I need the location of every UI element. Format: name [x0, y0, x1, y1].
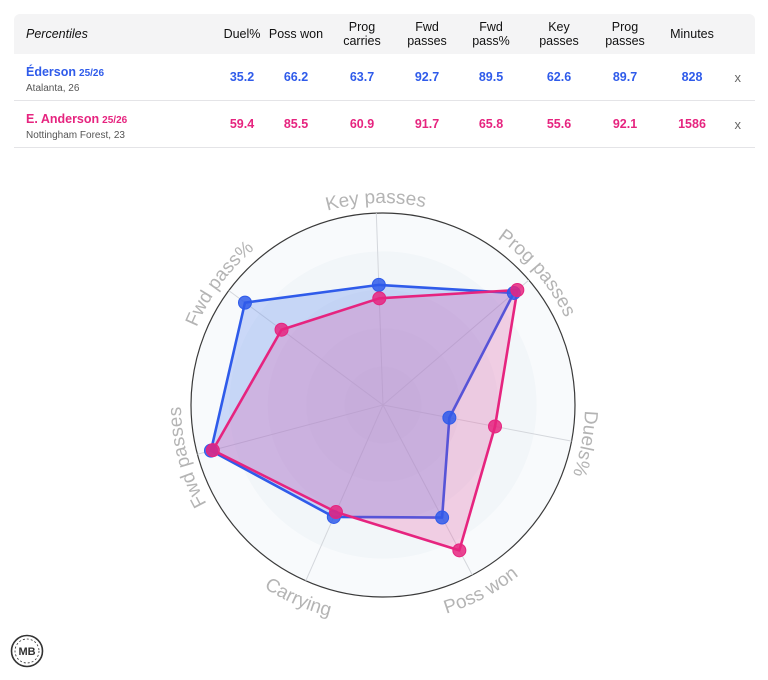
value-key-passes: 62.6: [546, 70, 572, 84]
remove-player-button[interactable]: x: [734, 69, 742, 85]
radar-spoke: [382, 404, 572, 442]
value-prog-carries: 63.7: [349, 70, 375, 84]
value-prog-passes: 92.1: [612, 117, 638, 131]
value-fwd-pass-pct: 89.5: [478, 70, 504, 84]
col-header-key-passes[interactable]: Key passes: [539, 20, 579, 48]
series-ederson-point: [442, 410, 457, 425]
table-row: Éderson 25/26 Atalanta, 26 35.2 66.2 63.7…: [14, 54, 755, 101]
series-ederson-point: [371, 277, 386, 292]
series-ederson-point: [435, 510, 450, 525]
player-team: Nottingham Forest, 23: [26, 130, 125, 141]
series-anderson-point: [510, 282, 525, 297]
axis-label-key-passes: Key passes: [324, 187, 428, 216]
player-name: E. Anderson: [26, 112, 100, 126]
value-duel: 59.4: [229, 117, 255, 131]
radar-spoke: [197, 404, 384, 455]
value-fwd-passes: 91.7: [414, 117, 440, 131]
player-season: 25/26: [79, 68, 105, 79]
series-anderson-point: [205, 443, 220, 458]
value-minutes: 1586: [678, 117, 706, 131]
player-team: Atalanta, 26: [26, 83, 80, 94]
series-anderson-point: [372, 291, 387, 306]
radar-spoke: [375, 213, 384, 406]
series-anderson-point: [328, 505, 343, 520]
col-header-fwd-pass-pct[interactable]: Fwd pass%: [472, 20, 510, 48]
player-name: Éderson: [26, 65, 77, 79]
col-header-duel[interactable]: Duel%: [223, 27, 261, 41]
player-cell: E. Anderson 25/26 Nottingham Forest, 23: [26, 110, 127, 141]
table-row: E. Anderson 25/26 Nottingham Forest, 23 5…: [14, 101, 755, 148]
value-key-passes: 55.6: [546, 117, 572, 131]
value-duel: 35.2: [229, 70, 255, 84]
table-title: Percentiles: [26, 27, 88, 41]
mb-logo: MB: [10, 634, 44, 668]
col-header-prog-passes[interactable]: Prog passes: [605, 20, 645, 48]
table-header: Percentiles Duel% Poss won Prog carries …: [14, 14, 755, 54]
series-ederson-area: [209, 283, 516, 519]
series-anderson-point: [274, 322, 289, 337]
value-prog-carries: 60.9: [349, 117, 375, 131]
series-anderson-point: [488, 419, 503, 434]
value-prog-passes: 89.7: [612, 70, 638, 84]
player-season: 25/26: [102, 115, 128, 126]
value-fwd-passes: 92.7: [414, 70, 440, 84]
value-poss-won: 66.2: [283, 70, 309, 84]
value-fwd-pass-pct: 65.8: [478, 117, 504, 131]
series-anderson-point: [452, 543, 467, 558]
remove-player-button[interactable]: x: [734, 116, 742, 132]
radar-spoke: [382, 279, 530, 406]
logo-text: MB: [18, 646, 35, 658]
col-header-poss-won[interactable]: Poss won: [268, 27, 324, 41]
percentiles-table: Percentiles Duel% Poss won Prog carries …: [14, 14, 755, 148]
col-header-prog-carries[interactable]: Prog carries: [343, 20, 381, 48]
value-poss-won: 85.5: [283, 117, 309, 131]
series-anderson-area: [211, 288, 519, 552]
col-header-minutes[interactable]: Minutes: [670, 27, 714, 41]
radar-spoke: [228, 290, 384, 406]
radar-spoke: [305, 404, 384, 581]
col-header-fwd-passes[interactable]: Fwd passes: [407, 20, 447, 48]
series-ederson-point: [237, 295, 252, 310]
player-cell: Éderson 25/26 Atalanta, 26: [26, 63, 104, 94]
value-minutes: 828: [681, 70, 703, 84]
